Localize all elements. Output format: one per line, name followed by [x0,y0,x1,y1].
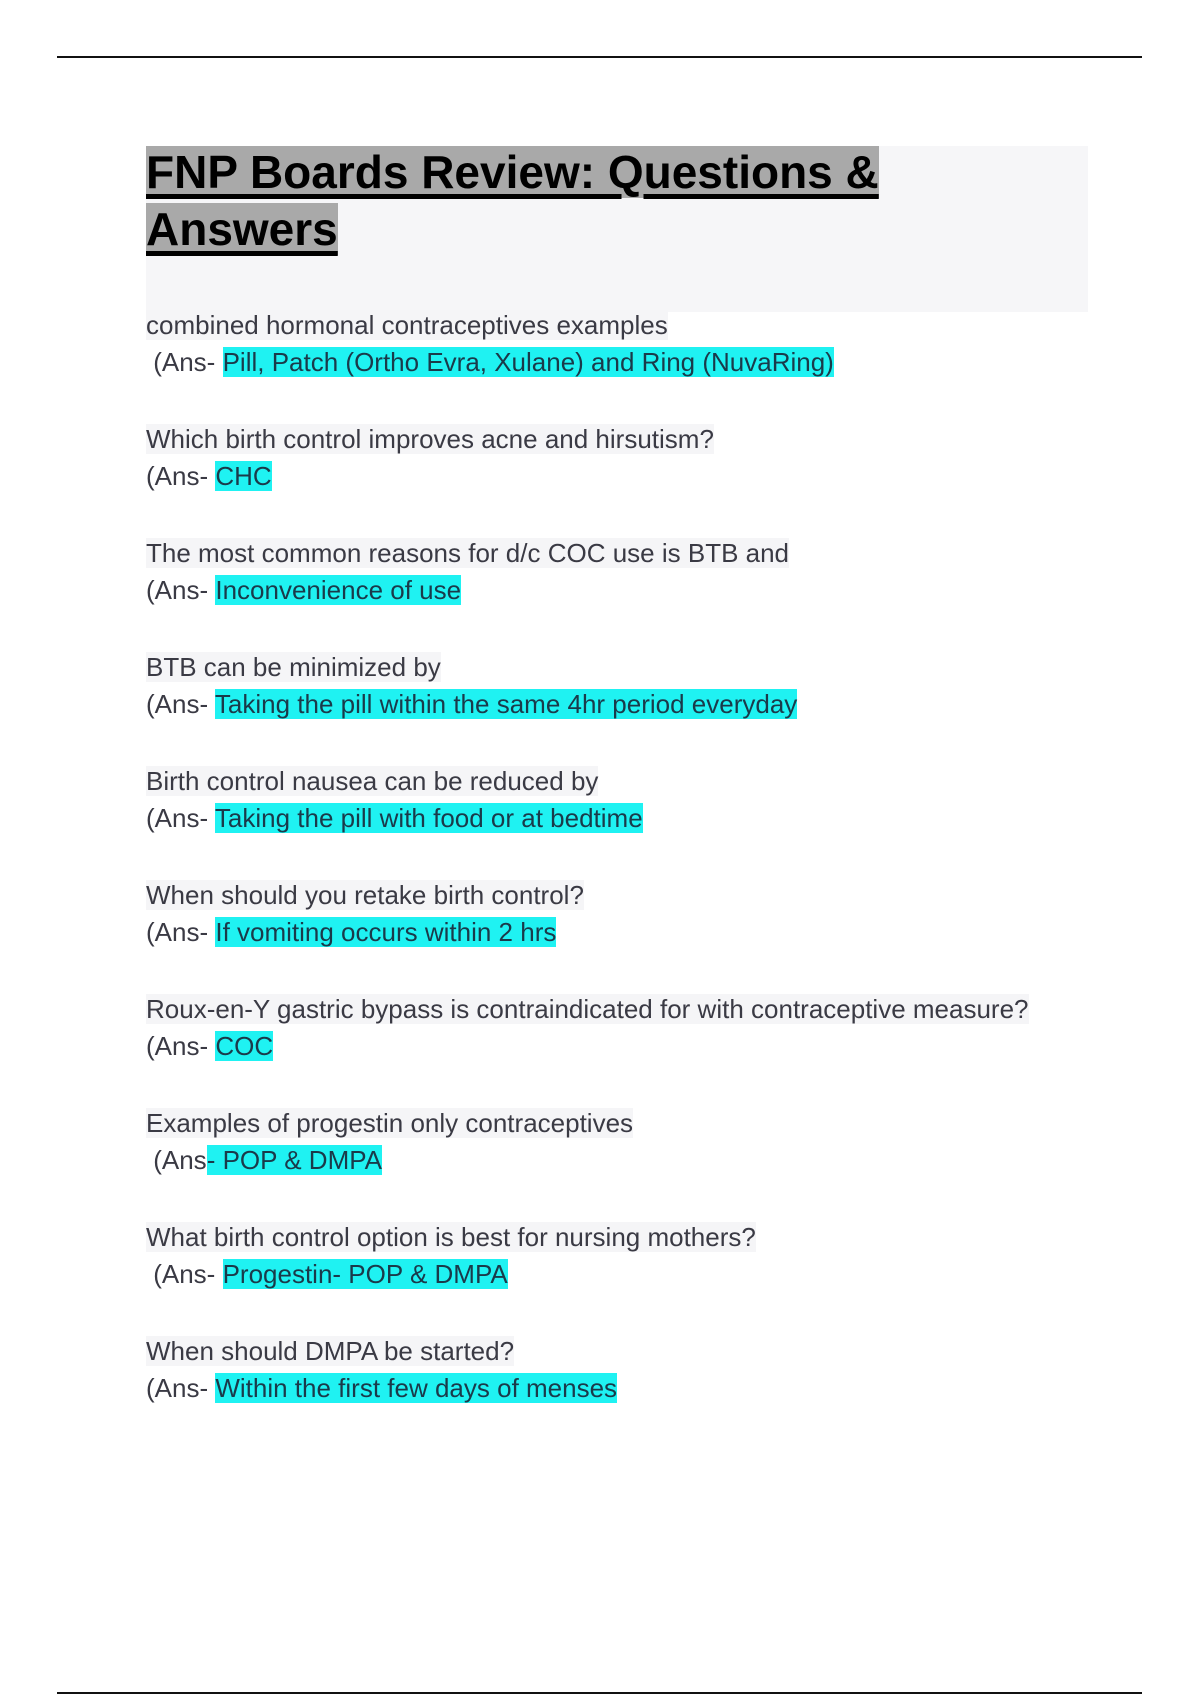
answer-highlight: If vomiting occurs within 2 hrs [215,917,557,947]
answer-line: (Ans- Progestin- POP & DMPA [146,1256,1146,1293]
answer-highlight: Taking the pill with food or at bedtime [214,803,643,833]
answer-prefix: (Ans- [146,347,223,377]
question-text: Roux-en-Y gastric bypass is contraindica… [146,994,1029,1024]
question-text: When should DMPA be started? [146,1336,515,1366]
answer-prefix: (Ans [146,1145,207,1175]
question-text: The most common reasons for d/c COC use … [146,538,790,568]
qa-item: What birth control option is best for nu… [146,1219,1146,1293]
answer-line: (Ans- POP & DMPA [146,1142,1146,1179]
question-text: When should you retake birth control? [146,880,584,910]
answer-highlight: Pill, Patch (Ortho Evra, Xulane) and Rin… [222,347,834,377]
answer-prefix: (Ans- [146,803,215,833]
answer-line: (Ans- Within the first few days of mense… [146,1370,1146,1407]
answer-highlight: Inconvenience of use [215,575,462,605]
answer-line: (Ans- COC [146,1028,1146,1065]
question-text: What birth control option is best for nu… [146,1222,756,1252]
qa-item: Which birth control improves acne and hi… [146,421,1146,495]
qa-item: combined hormonal contraceptives example… [146,307,1146,381]
answer-line: (Ans- Pill, Patch (Ortho Evra, Xulane) a… [146,344,1146,381]
answer-prefix: (Ans- [146,575,216,605]
question: The most common reasons for d/c COC use … [146,535,1146,572]
qa-item: Examples of progestin only contraceptive… [146,1105,1146,1179]
question-text: Examples of progestin only contraceptive… [146,1108,634,1138]
qa-item: BTB can be minimized by (Ans- Taking the… [146,649,1146,723]
answer-prefix: (Ans- [146,917,216,947]
answer-highlight: Taking the pill within the same 4hr peri… [214,689,798,719]
question: Examples of progestin only contraceptive… [146,1105,1146,1142]
question: When should DMPA be started? [146,1333,1146,1370]
bottom-rule [57,1692,1142,1694]
qa-item: Birth control nausea can be reduced by (… [146,763,1146,837]
question: combined hormonal contraceptives example… [146,307,1146,344]
question: Birth control nausea can be reduced by [146,763,1146,800]
question: Roux-en-Y gastric bypass is contraindica… [146,991,1146,1028]
answer-line: (Ans- If vomiting occurs within 2 hrs [146,914,1146,951]
top-rule [57,56,1142,58]
question: BTB can be minimized by [146,649,1146,686]
answer-highlight: CHC [215,461,272,491]
answer-prefix: (Ans- [146,689,215,719]
qa-item: When should DMPA be started? (Ans- Withi… [146,1333,1146,1407]
qa-list: combined hormonal contraceptives example… [146,307,1146,1447]
answer-highlight: Within the first few days of menses [215,1373,618,1403]
question-text: Birth control nausea can be reduced by [146,766,599,796]
answer-line: (Ans- Inconvenience of use [146,572,1146,609]
qa-item: The most common reasons for d/c COC use … [146,535,1146,609]
qa-item: Roux-en-Y gastric bypass is contraindica… [146,991,1146,1065]
question-text: combined hormonal contraceptives example… [146,310,668,340]
question: What birth control option is best for nu… [146,1219,1146,1256]
answer-line: (Ans- Taking the pill within the same 4h… [146,686,1146,723]
answer-highlight: - POP & DMPA [206,1145,382,1175]
answer-line: (Ans- CHC [146,458,1146,495]
answer-highlight: COC [215,1031,274,1061]
question-text: BTB can be minimized by [146,652,441,682]
answer-highlight: Progestin- POP & DMPA [222,1259,508,1289]
answer-prefix: (Ans- [146,1373,216,1403]
page-title: FNP Boards Review: Questions & Answers [146,144,946,258]
answer-prefix: (Ans- [146,1031,216,1061]
qa-item: When should you retake birth control? (A… [146,877,1146,951]
question: When should you retake birth control? [146,877,1146,914]
answer-line: (Ans- Taking the pill with food or at be… [146,800,1146,837]
answer-prefix: (Ans- [146,1259,223,1289]
page-title-text: FNP Boards Review: Questions & Answers [146,146,879,255]
question-text: Which birth control improves acne and hi… [146,424,714,454]
answer-prefix: (Ans- [146,461,216,491]
question: Which birth control improves acne and hi… [146,421,1146,458]
